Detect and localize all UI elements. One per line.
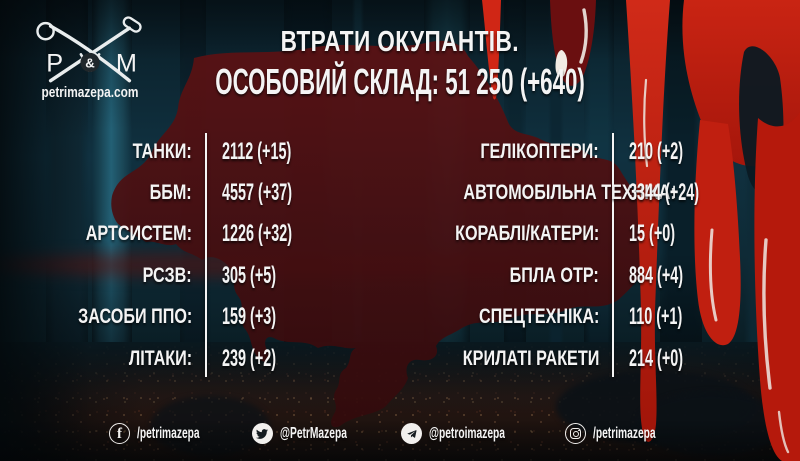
facebook-icon: f [109,423,131,444]
blood-drip-thin [482,0,501,100]
social-link-instagram[interactable]: /petrimazepa [565,423,691,444]
stat-row: БПЛА ОТР: 884 (+4) [400,255,790,296]
stat-label: АРТСИСТЕМ: [85,222,192,246]
social-handle: /petrimazepa [137,424,200,442]
stat-value: 214 (+0) [629,344,684,372]
social-bar: f /petrimazepa @PetrMazepa @petroimazepa… [0,423,800,444]
stat-value: 305 (+5) [222,261,277,289]
stat-value: 2112 (+15) [222,137,292,165]
petrimazepa-logo[interactable]: & P M petrimazepa.com [24,12,156,113]
stat-label: БПЛА ОТР: [509,263,599,287]
logo-site-url: petrimazepa.com [42,84,139,101]
social-handle: /petrimazepa [593,424,656,442]
logo-letter-p: P [46,50,63,78]
social-handle: @petroimazepa [429,424,506,442]
logo-letter-m: M [116,50,137,78]
stat-label: ГЕЛІКОПТЕРИ: [480,139,599,163]
stat-value: 1226 (+32) [222,220,293,248]
twitter-icon [251,423,273,444]
vignette [0,0,90,461]
social-link-telegram[interactable]: @petroimazepa [401,423,548,444]
stat-value: 3344 (+24) [629,179,700,207]
stat-value: 884 (+4) [629,261,684,289]
stat-row: ББМ: 4557 (+37) [18,172,390,213]
stat-row: АВТОМОБІЛЬНА ТЕХНІКА: 3344 (+24) [400,172,790,213]
social-link-facebook[interactable]: f /petrimazepa [109,423,235,444]
stat-label: АВТОМОБІЛЬНА ТЕХНІКА: [463,181,676,205]
stat-label: СПЕЦТЕХНІКА: [478,305,599,329]
social-link-twitter[interactable]: @PetrMazepa [251,423,385,444]
stat-label: РСЗВ: [142,263,192,287]
stat-row: ГЕЛІКОПТЕРИ: 210 (+2) [400,131,790,172]
stat-value: 159 (+3) [222,303,277,331]
table-divider [612,133,614,378]
stat-row: ЗАСОБИ ППО: 159 (+3) [18,297,390,338]
stat-label: КРИЛАТІ РАКЕТИ [462,346,599,370]
stat-value: 239 (+2) [222,344,277,372]
blood-mass-right [682,0,800,461]
stat-row: КОРАБЛІ/КАТЕРИ: 15 (+0) [400,214,790,255]
stat-row: КРИЛАТІ РАКЕТИ 214 (+0) [400,338,790,379]
stat-label: ЛІТАКИ: [128,346,192,370]
ampersand-badge [80,52,100,73]
stat-label: ЗАСОБИ ППО: [77,305,192,329]
ampersand: & [85,56,95,71]
vignette [0,419,800,461]
stat-label: КОРАБЛІ/КАТЕРИ: [454,222,599,246]
stats-table-left: ТАНКИ: 2112 (+15) ББМ: 4557 (+37) АРТСИС… [18,131,390,379]
blood-stream [626,0,670,442]
table-divider [205,133,207,378]
instagram-icon [565,423,587,444]
stat-label: ТАНКИ: [132,139,192,163]
stat-row: АРТСИСТЕМ: 1226 (+32) [18,214,390,255]
stat-row: СПЕЦТЕХНІКА: 110 (+1) [400,297,790,338]
page-subtitle-personnel: ОСОБОВИЙ СКЛАД: 51 250 (+640) [215,61,585,102]
telegram-icon [401,423,423,444]
stat-row: ЛІТАКИ: 239 (+2) [18,338,390,379]
stat-label: ББМ: [149,181,192,205]
stat-value: 4557 (+37) [222,179,293,207]
stats-table-right: ГЕЛІКОПТЕРИ: 210 (+2) АВТОМОБІЛЬНА ТЕХНІ… [400,131,790,379]
stat-value: 210 (+2) [629,137,684,165]
stat-row: РСЗВ: 305 (+5) [18,255,390,296]
social-handle: @PetrMazepa [279,424,347,442]
page-title: ВТРАТИ ОКУПАНТІВ. [280,26,520,58]
stat-value: 15 (+0) [629,220,676,248]
stat-value: 110 (+1) [629,303,683,331]
stat-row: ТАНКИ: 2112 (+15) [18,131,390,172]
blood-drop-dark [550,0,596,86]
